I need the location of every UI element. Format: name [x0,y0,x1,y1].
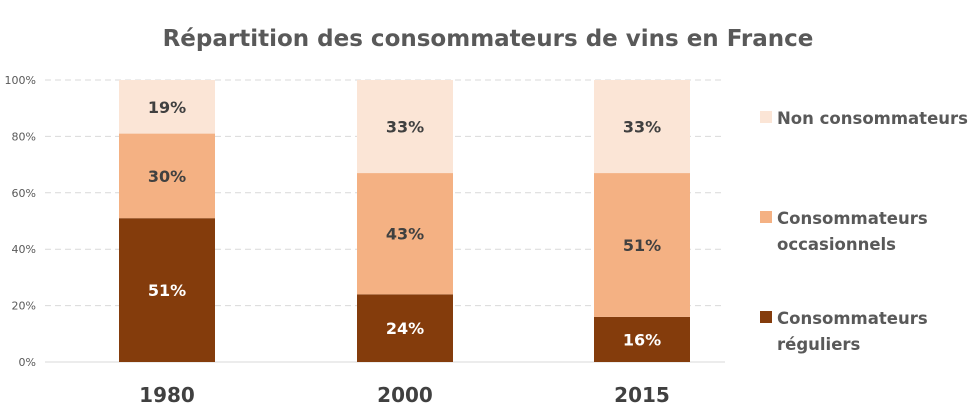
y-tick-label: 0% [19,356,36,369]
bar-segment [357,173,453,295]
data-label: 33% [623,118,661,137]
y-tick-label: 40% [12,243,36,256]
bar-segment [119,80,215,134]
legend-swatch [760,211,772,223]
x-category-label: 2000 [377,383,433,407]
data-label: 51% [623,236,661,255]
data-label: 24% [386,319,424,338]
data-label: 51% [148,281,186,300]
bar-segment [594,173,690,317]
legend-label: occasionnels [777,235,896,254]
legend-label: Non consommateurs [777,109,968,128]
legend-label: Consommateurs [777,209,928,228]
bar-segment [594,80,690,174]
legend-label: réguliers [777,335,861,354]
data-label: 19% [148,98,186,117]
bar-segment [119,133,215,219]
bar-segment [357,80,453,174]
data-label: 33% [386,118,424,137]
legend-label: Consommateurs [777,309,928,328]
legend-swatch [760,311,772,323]
chart-title: Répartition des consommateurs de vins en… [162,26,814,52]
y-tick-label: 20% [12,300,36,313]
bar-segment [357,294,453,362]
data-label: 43% [386,225,424,244]
data-label: 30% [148,167,186,186]
bar-segment [594,316,690,362]
bar-segment [119,218,215,362]
y-tick-label: 60% [12,187,36,200]
x-category-label: 2015 [614,383,670,407]
x-category-label: 1980 [139,383,195,407]
y-tick-label: 80% [12,130,36,143]
y-tick-label: 100% [5,74,36,87]
data-label: 16% [623,330,661,349]
legend-swatch [760,111,772,123]
